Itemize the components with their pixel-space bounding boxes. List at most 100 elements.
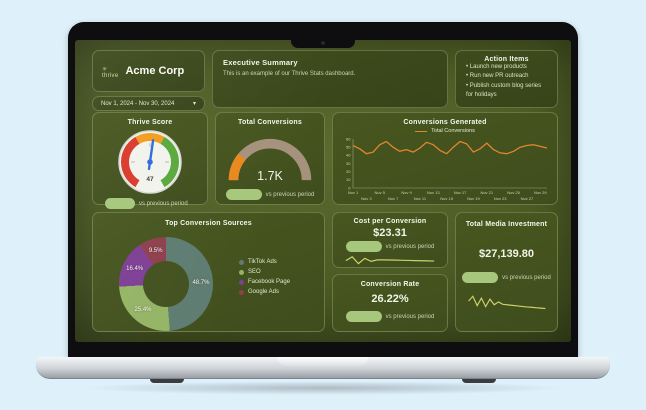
conversion-rate-card: Conversion Rate 26.22% vs previous perio… (332, 274, 448, 332)
slice-label: 9.5% (148, 247, 163, 254)
date-range-selector[interactable]: Nov 1, 2024 - Nov 30, 2024 ▾ (92, 96, 205, 111)
svg-text:Nov 13: Nov 13 (427, 190, 440, 195)
legend-label: TikTok Ads (248, 259, 277, 265)
donut-legend: TikTok Ads SEO Facebook Page Google Ads (239, 259, 290, 295)
compare-label: vs previous period (265, 191, 315, 198)
svg-text:Nov 17: Nov 17 (454, 190, 467, 195)
compare-label: vs previous period (502, 274, 551, 281)
brand-card: ✳ thrive Acme Corp (92, 50, 205, 92)
svg-text:40: 40 (346, 153, 351, 158)
media-value: $27,139.80 (478, 248, 535, 260)
change-badge (345, 241, 382, 252)
laptop-base-notch (278, 357, 368, 366)
legend-line-icon (415, 130, 428, 132)
svg-text:20: 20 (346, 169, 351, 174)
change-badge (225, 189, 262, 200)
cost-sparkline (344, 255, 436, 265)
camera-icon (321, 41, 325, 45)
laptop-foot (462, 378, 496, 383)
legend-dot-icon (239, 259, 244, 265)
company-name: Acme Corp (125, 65, 185, 77)
legend-dot-icon (239, 289, 244, 295)
top-sources-title: Top Conversion Sources (165, 220, 252, 227)
svg-text:50: 50 (346, 145, 351, 150)
executive-summary-card: Executive Summary This is an example of … (212, 50, 448, 108)
thrive-logo-icon: ✳ (102, 67, 108, 73)
svg-text:Nov 3: Nov 3 (361, 196, 372, 201)
conversions-generated-card: Conversions Generated Total Conversions … (332, 112, 558, 205)
svg-text:Nov 1: Nov 1 (348, 190, 359, 195)
svg-text:60: 60 (346, 136, 351, 141)
svg-text:Nov 29: Nov 29 (534, 190, 547, 195)
compare-label: vs previous period (385, 313, 435, 320)
legend-label: Total Conversions (431, 128, 475, 134)
action-items-card: Action Items • Launch new products • Run … (455, 50, 558, 108)
slice-label: 16.4% (126, 265, 144, 272)
media-sparkline (467, 293, 547, 311)
total-conversions-value: 1.7K (257, 169, 283, 183)
thrive-score-gauge: 47 (118, 130, 182, 194)
legend-item[interactable]: SEO (239, 269, 290, 275)
laptop-screen: ✳ thrive Acme Corp Nov 1, 2024 - Nov 30, … (68, 22, 578, 357)
laptop-base (36, 357, 610, 379)
svg-text:Nov 21: Nov 21 (480, 190, 493, 195)
cost-title: Cost per Conversion (353, 218, 427, 225)
legend-item[interactable]: Facebook Page (239, 279, 290, 285)
change-badge (462, 272, 499, 283)
laptop-foot (150, 378, 184, 383)
change-badge (105, 198, 135, 209)
top-sources-card: Top Conversion Sources 48.7% 25.4% 16.4% 9.… (92, 212, 325, 332)
laptop-shadow (80, 381, 566, 395)
svg-text:30: 30 (346, 161, 351, 166)
compare-label: vs previous period (139, 200, 188, 207)
donut-hole (143, 261, 189, 307)
rate-title: Conversion Rate (360, 281, 420, 288)
date-range-value: Nov 1, 2024 - Nov 30, 2024 (101, 100, 175, 107)
total-conversions-title: Total Conversions (238, 119, 302, 126)
legend-label: Google Ads (248, 289, 280, 295)
line-legend[interactable]: Total Conversions (333, 128, 557, 134)
action-item: • Launch new products (466, 64, 527, 70)
cost-per-conversion-card: Cost per Conversion $23.31 vs previous p… (332, 212, 448, 268)
svg-text:Nov 25: Nov 25 (507, 190, 520, 195)
rate-value: 26.22% (371, 293, 409, 305)
legend-item[interactable]: Google Ads (239, 289, 290, 295)
sources-donut-chart: 48.7% 25.4% 16.4% 9.5% (119, 237, 213, 331)
svg-text:Nov 11: Nov 11 (414, 196, 427, 201)
action-items-title: Action Items (484, 56, 529, 63)
svg-text:Nov 9: Nov 9 (401, 190, 412, 195)
cost-value: $23.31 (373, 227, 407, 239)
total-conversions-gauge: 1.7K (228, 138, 312, 183)
laptop-notch (291, 22, 355, 48)
change-badge (345, 311, 382, 322)
executive-summary-title: Executive Summary (223, 58, 298, 67)
svg-text:Nov 5: Nov 5 (375, 190, 386, 195)
thrive-score-title: Thrive Score (127, 119, 173, 126)
dashboard: ✳ thrive Acme Corp Nov 1, 2024 - Nov 30, … (75, 40, 571, 342)
legend-dot-icon (239, 279, 244, 285)
svg-text:Nov 23: Nov 23 (494, 196, 507, 201)
thrive-logo: ✳ thrive (102, 67, 119, 79)
thrive-score-value: 47 (146, 176, 154, 183)
svg-text:Nov 27: Nov 27 (521, 196, 534, 201)
slice-label: 25.4% (134, 307, 152, 314)
total-conversions-card: Total Conversions 1.7K vs previous perio… (215, 112, 325, 205)
slice-label: 48.7% (192, 279, 210, 286)
legend-item[interactable]: TikTok Ads (239, 259, 290, 265)
svg-text:10: 10 (346, 177, 351, 182)
action-item: • Publish custom blog series for holiday… (466, 82, 542, 98)
legend-dot-icon (239, 269, 244, 275)
svg-text:Nov 15: Nov 15 (440, 196, 453, 201)
conversions-generated-title: Conversions Generated (403, 119, 487, 126)
thrive-score-card: Thrive Score 47 vs previous period (92, 112, 208, 209)
executive-summary-body: This is an example of our Thrive Stats d… (223, 71, 356, 77)
compare-label: vs previous period (385, 243, 435, 250)
svg-text:Nov 7: Nov 7 (388, 196, 399, 201)
action-items-list: • Launch new products • Run new PR outrea… (458, 63, 555, 100)
total-media-investment-card: Total Media Investment $27,139.80 vs pre… (455, 212, 558, 332)
svg-text:0: 0 (348, 185, 351, 190)
action-item: • Run new PR outreach (466, 73, 529, 80)
svg-text:Nov 19: Nov 19 (467, 196, 480, 201)
